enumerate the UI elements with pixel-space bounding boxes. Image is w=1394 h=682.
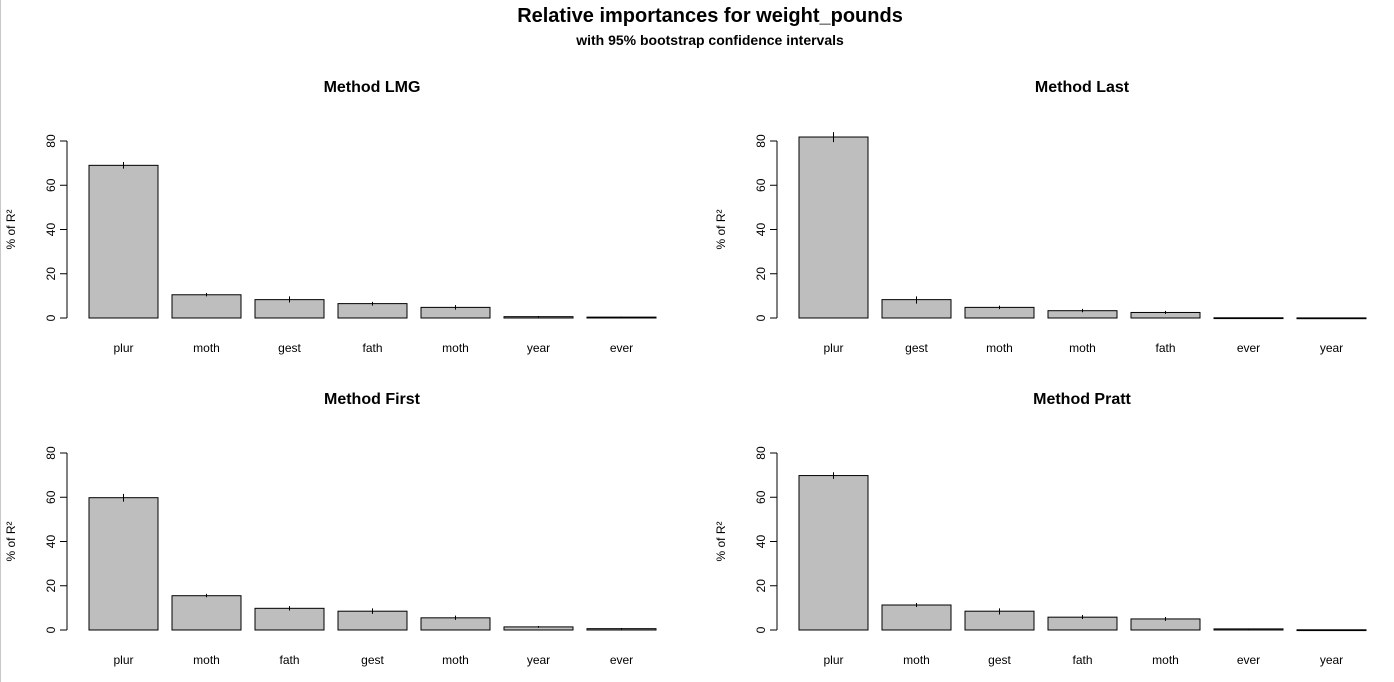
x-category-label: plur bbox=[823, 653, 843, 667]
panel-title: Method Pratt bbox=[1033, 391, 1131, 408]
bar-gest bbox=[337, 610, 408, 631]
y-tick-label: 20 bbox=[754, 267, 768, 281]
panel-title: Method First bbox=[324, 391, 421, 408]
y-tick-label: 20 bbox=[754, 579, 768, 593]
y-tick-label: 80 bbox=[754, 134, 768, 148]
y-axis-label: % of R² bbox=[714, 209, 728, 249]
x-category-label: ever bbox=[1237, 341, 1260, 355]
y-tick-label: 80 bbox=[44, 446, 58, 460]
x-category-label: moth bbox=[1152, 653, 1179, 667]
y-axis-label: % of R² bbox=[4, 521, 18, 561]
bar-fath bbox=[254, 607, 325, 631]
window-border bbox=[0, 0, 1, 682]
x-category-label: moth bbox=[442, 653, 469, 667]
y-tick-label: 60 bbox=[754, 490, 768, 504]
x-category-label: moth bbox=[193, 341, 220, 355]
chart-panels: Method LMG 0 20 40 60 80 % of R² plur moth gest fa… bbox=[4, 79, 1367, 667]
y-tick-label: 60 bbox=[44, 490, 58, 504]
panel-3: Method First 0 20 40 60 80 % of R² plur moth fath… bbox=[4, 391, 657, 667]
figure-title: Relative importances for weight_pounds bbox=[517, 5, 903, 27]
x-category-label: gest bbox=[278, 341, 301, 355]
panel-2: Method Last 0 20 40 60 80 % of R² plur gest moth m… bbox=[714, 79, 1367, 355]
y-tick-label: 0 bbox=[44, 314, 58, 321]
y-tick-label: 40 bbox=[754, 535, 768, 549]
x-category-label: plur bbox=[823, 341, 843, 355]
y-tick-label: 20 bbox=[44, 267, 58, 281]
y-tick-label: 20 bbox=[44, 579, 58, 593]
panel-1: Method LMG 0 20 40 60 80 % of R² plur moth gest fa… bbox=[4, 79, 657, 355]
x-category-label: moth bbox=[986, 341, 1013, 355]
bar-plur bbox=[798, 475, 869, 631]
bar-moth bbox=[171, 294, 242, 319]
y-tick-label: 60 bbox=[44, 178, 58, 192]
bar-plur bbox=[88, 497, 159, 631]
x-category-label: moth bbox=[193, 653, 220, 667]
x-category-label: year bbox=[527, 341, 550, 355]
bar-moth bbox=[881, 604, 952, 631]
x-category-label: plur bbox=[113, 341, 133, 355]
x-category-label: moth bbox=[1069, 341, 1096, 355]
x-category-label: gest bbox=[905, 341, 928, 355]
y-axis-label: % of R² bbox=[714, 521, 728, 561]
x-category-label: year bbox=[1320, 341, 1343, 355]
x-category-label: year bbox=[527, 653, 550, 667]
bar-fath bbox=[337, 303, 408, 319]
y-axis-label: % of R² bbox=[4, 209, 18, 249]
y-tick-label: 0 bbox=[44, 626, 58, 633]
x-category-label: fath bbox=[362, 341, 382, 355]
bar-moth bbox=[171, 595, 242, 631]
x-category-label: fath bbox=[279, 653, 299, 667]
panel-title: Method LMG bbox=[324, 79, 421, 96]
y-tick-label: 80 bbox=[754, 446, 768, 460]
x-category-label: moth bbox=[903, 653, 930, 667]
x-category-label: ever bbox=[1237, 653, 1260, 667]
panel-title: Method Last bbox=[1035, 79, 1130, 96]
panel-4: Method Pratt 0 20 40 60 80 % of R² plur moth gest… bbox=[714, 391, 1367, 667]
bar-fath bbox=[1047, 616, 1118, 631]
x-category-label: fath bbox=[1072, 653, 1092, 667]
y-tick-label: 0 bbox=[754, 314, 768, 321]
bar-year bbox=[1296, 317, 1367, 320]
y-tick-label: 80 bbox=[44, 134, 58, 148]
x-category-label: gest bbox=[988, 653, 1011, 667]
x-category-label: fath bbox=[1155, 341, 1175, 355]
x-category-label: plur bbox=[113, 653, 133, 667]
y-tick-label: 40 bbox=[44, 223, 58, 237]
bar-plur bbox=[798, 136, 869, 319]
x-category-label: moth bbox=[442, 341, 469, 355]
figure-subtitle: with 95% bootstrap confidence intervals bbox=[575, 32, 844, 48]
y-tick-label: 40 bbox=[44, 535, 58, 549]
x-category-label: year bbox=[1320, 653, 1343, 667]
y-tick-label: 60 bbox=[754, 178, 768, 192]
x-category-label: ever bbox=[610, 653, 633, 667]
x-category-label: ever bbox=[610, 341, 633, 355]
x-category-label: gest bbox=[361, 653, 384, 667]
bar-plur bbox=[88, 164, 159, 319]
y-tick-label: 0 bbox=[754, 626, 768, 633]
y-tick-label: 40 bbox=[754, 223, 768, 237]
